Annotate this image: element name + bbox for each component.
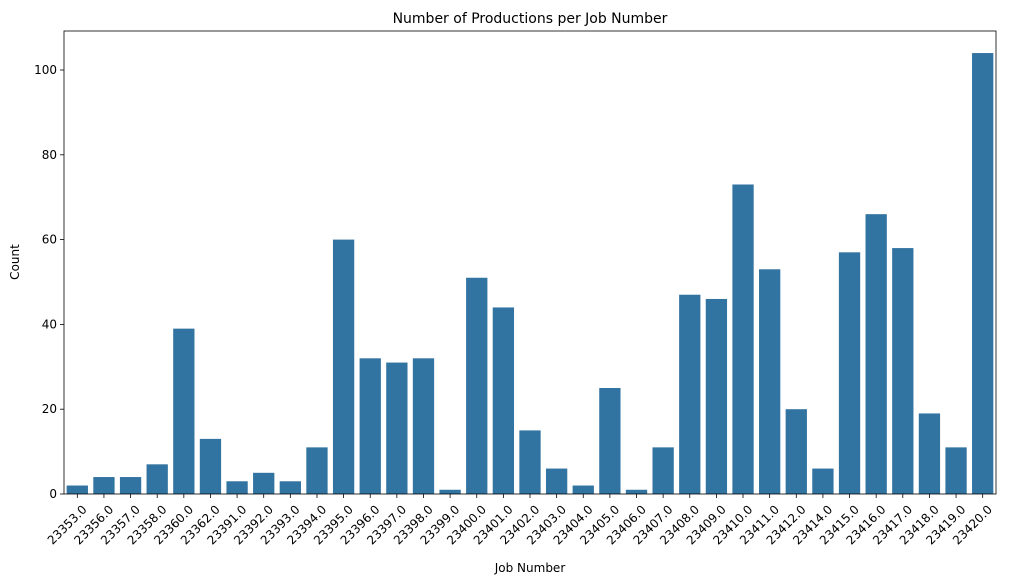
bar-23418.0 (918, 413, 941, 494)
bar-23353.0 (66, 485, 88, 494)
bar-23393.0 (279, 481, 301, 494)
bar-23409.0 (705, 298, 728, 494)
bar-23411.0 (759, 269, 781, 494)
y-axis-label: Count (8, 244, 22, 280)
bar-23357.0 (119, 477, 142, 494)
x-axis-label: Job Number (494, 561, 566, 575)
bar-23360.0 (173, 328, 195, 494)
y-tick-label: 40 (42, 317, 57, 331)
bar-23417.0 (892, 248, 914, 494)
y-tick-label: 0 (49, 487, 57, 501)
x-axis-ticks: 23353.023356.023357.023358.023360.023362… (45, 494, 995, 547)
bar-23396.0 (359, 358, 381, 494)
bar-23407.0 (652, 447, 674, 494)
bar-23395.0 (332, 239, 355, 494)
bar-23392.0 (253, 472, 275, 494)
chart-title: Number of Productions per Job Number (393, 11, 668, 27)
plot-frame (63, 30, 997, 495)
bar-23403.0 (545, 468, 568, 494)
bar-23406.0 (625, 489, 648, 494)
bar-23404.0 (572, 485, 594, 494)
bar-23358.0 (146, 464, 168, 494)
bar-23356.0 (93, 477, 115, 494)
bar-23401.0 (492, 307, 515, 494)
bar-23408.0 (679, 294, 701, 494)
bar-23412.0 (785, 409, 807, 494)
y-tick-label: 100 (34, 63, 57, 77)
y-tick-label: 20 (42, 402, 57, 416)
bar-23416.0 (865, 214, 887, 494)
bar-23405.0 (599, 388, 621, 494)
bar-23420.0 (972, 53, 994, 495)
bar-23362.0 (199, 438, 222, 494)
y-tick-label: 80 (42, 148, 57, 162)
bar-23400.0 (466, 277, 488, 494)
bar-23410.0 (732, 184, 754, 495)
bar-23399.0 (439, 489, 461, 494)
bar-23402.0 (519, 430, 541, 494)
bar-23398.0 (412, 358, 435, 494)
bars (66, 53, 994, 495)
bar-23419.0 (945, 447, 967, 494)
bar-23415.0 (838, 252, 861, 494)
bar-23414.0 (812, 468, 834, 494)
bar-23397.0 (386, 362, 408, 494)
y-tick-label: 60 (42, 233, 57, 247)
y-axis-ticks: 0 20 40 60 80 100 (34, 63, 64, 501)
bar-23391.0 (226, 481, 248, 494)
bar-23394.0 (306, 447, 328, 494)
